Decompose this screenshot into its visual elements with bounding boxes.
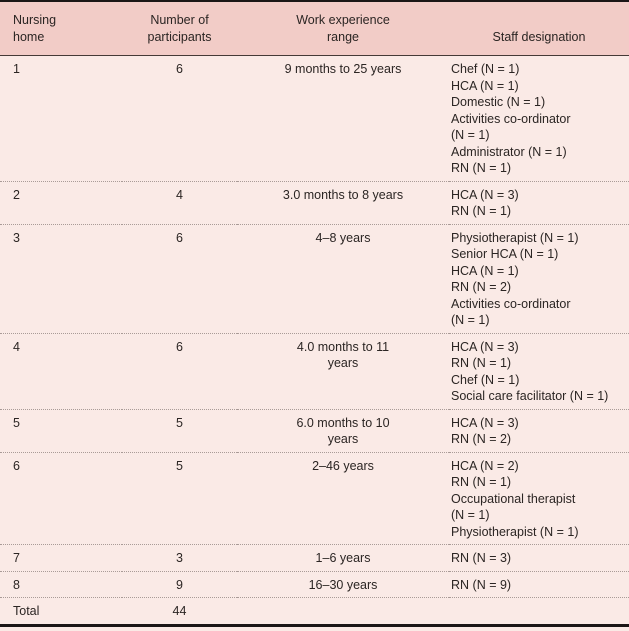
staff-line: HCA (N = 2) (451, 458, 519, 473)
staff-cell: HCA (N = 3) RN (N = 2) (449, 409, 629, 452)
staff-line: Chef (N = 1) (451, 62, 520, 76)
nursing-home-cell: Total (13, 604, 40, 618)
staff-line: Senior HCA (N = 1) (451, 247, 559, 261)
staff-cell: HCA (N = 3) RN (N = 1) (449, 181, 629, 224)
staff-cell: HCA (N = 2) RN (N = 1) Occupational therap… (449, 452, 629, 545)
range-line: 16–30 years (308, 577, 378, 592)
nursing-home-cell: 2 (13, 187, 20, 202)
staff-line: RN (N = 1) (451, 356, 512, 370)
header-label-line: participants (147, 29, 212, 44)
nursing-home-cell: 1 (13, 62, 20, 76)
table-row: 5 5 6.0 months to 10 years HCA (N = 3) RN (N … (0, 409, 629, 452)
header-row: Nursing home Number of participants Work e… (0, 1, 629, 56)
header-label-line: Work experience (296, 13, 390, 27)
nursing-home-cell: 7 (13, 551, 20, 565)
staff-line: HCA (N = 3) (451, 339, 519, 354)
staff-line: Chef (N = 1) (451, 372, 520, 387)
participants-cell: 4 (176, 187, 183, 202)
header-staff-designation: Staff designation (449, 1, 629, 56)
staff-cell: HCA (N = 3) RN (N = 1) Chef (N = 1) Social … (449, 333, 629, 409)
header-label-line: home (13, 29, 45, 44)
header-label-line: Staff designation (492, 29, 586, 44)
staff-line: RN (N = 2) (451, 432, 512, 446)
range-line: 4.0 months to 11 (296, 339, 390, 354)
table-row: 4 6 4.0 months to 11 years HCA (N = 3) RN (N … (0, 333, 629, 409)
table-row: 2 4 3.0 months to 8 years HCA (N = 3) RN (N … (0, 181, 629, 224)
nursing-home-cell: 8 (13, 577, 20, 592)
staff-line: RN (N = 1) (451, 204, 512, 218)
staff-line: Activities co-ordinator (451, 296, 571, 311)
staff-cell: Chef (N = 1) HCA (N = 1) Domestic (N = 1) A… (449, 56, 629, 182)
participants-cell: 3 (176, 551, 183, 565)
range-cell: 6.0 months to 10 years (237, 409, 449, 452)
staff-line: Occupational therapist (451, 491, 576, 506)
table-row: 3 6 4–8 years Physiotherapist (N = 1) Senior… (0, 224, 629, 333)
header-nursing-home: Nursing home (0, 1, 122, 56)
staff-line: RN (N = 9) (451, 577, 512, 592)
staff-line: RN (N = 1) (451, 475, 512, 489)
table-row: 6 5 2–46 years HCA (N = 2) RN (N = 1) Occupat… (0, 452, 629, 545)
nursing-home-cell: 5 (13, 415, 20, 430)
staff-cell: Physiotherapist (N = 1) Senior HCA (N = 1… (449, 224, 629, 333)
participants-cell: 44 (172, 604, 187, 618)
range-cell: 2–46 years (237, 452, 449, 545)
range-line: 9 months to 25 years (284, 62, 402, 76)
staff-line: RN (N = 2) (451, 280, 512, 294)
header-experience-range: Work experience range (237, 1, 449, 56)
range-line: years (327, 432, 359, 446)
range-line: 1–6 years (315, 551, 371, 565)
nursing-home-cell: 6 (13, 458, 20, 473)
staff-cell: RN (N = 3) (449, 545, 629, 572)
staff-cell: RN (N = 9) (449, 571, 629, 598)
range-cell: 16–30 years (237, 571, 449, 598)
table-row: 1 6 9 months to 25 years Chef (N = 1) HCA (N… (0, 56, 629, 182)
staff-line: (N = 1) (451, 313, 490, 327)
participants-cell: 9 (176, 577, 183, 592)
header-label-line: Number of (150, 13, 209, 27)
participants-cell: 6 (176, 62, 183, 76)
range-cell: 9 months to 25 years (237, 56, 449, 182)
staff-line: Physiotherapist (N = 1) (451, 524, 579, 539)
range-cell: 4.0 months to 11 years (237, 333, 449, 409)
staff-line: Activities co-ordinator (451, 111, 571, 126)
participants-cell: 5 (176, 415, 183, 430)
staff-line: Domestic (N = 1) (451, 95, 546, 109)
staff-line: HCA (N = 3) (451, 415, 519, 430)
nursing-home-cell: 3 (13, 230, 20, 245)
nursing-home-cell: 4 (13, 339, 20, 354)
range-cell: 4–8 years (237, 224, 449, 333)
staff-line: Administrator (N = 1) (451, 144, 567, 159)
staff-line: Physiotherapist (N = 1) (451, 230, 579, 245)
range-cell (237, 598, 449, 626)
header-label-line: Nursing (13, 13, 57, 27)
staff-line: (N = 1) (451, 508, 490, 522)
range-line: 2–46 years (312, 458, 374, 473)
range-cell: 3.0 months to 8 years (237, 181, 449, 224)
participants-cell: 6 (176, 339, 183, 354)
staff-line: (N = 1) (451, 128, 490, 142)
range-line: 3.0 months to 8 years (282, 187, 404, 202)
table-row: 7 3 1–6 years RN (N = 3) (0, 545, 629, 572)
staff-line: HCA (N = 3) (451, 187, 519, 202)
range-line: years (327, 356, 359, 370)
staff-line: HCA (N = 1) (451, 263, 519, 278)
range-cell: 1–6 years (237, 545, 449, 572)
range-line: 4–8 years (315, 230, 371, 245)
staff-line: Social care facilitator (N = 1) (451, 389, 609, 403)
participants-cell: 6 (176, 230, 183, 245)
participants-cell: 5 (176, 458, 183, 473)
header-participants: Number of participants (122, 1, 237, 56)
range-line: 6.0 months to 10 (296, 415, 390, 430)
header-label-line: range (327, 29, 359, 44)
total-row: Total 44 (0, 598, 629, 626)
staff-line: RN (N = 3) (451, 551, 512, 565)
staff-cell (449, 598, 629, 626)
staff-line: RN (N = 1) (451, 161, 512, 175)
table-row: 8 9 16–30 years RN (N = 9) (0, 571, 629, 598)
staff-line: HCA (N = 1) (451, 78, 519, 93)
